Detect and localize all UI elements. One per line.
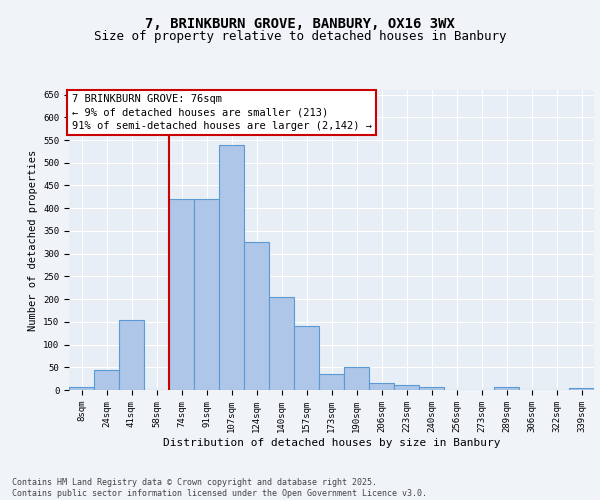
Bar	[569, 388, 594, 390]
Bar	[69, 387, 94, 390]
Bar	[319, 374, 344, 390]
Bar	[219, 144, 244, 390]
Bar	[419, 387, 444, 390]
Bar	[194, 199, 219, 390]
Bar	[294, 326, 319, 390]
Bar	[344, 368, 369, 390]
Text: 7 BRINKBURN GROVE: 76sqm
← 9% of detached houses are smaller (213)
91% of semi-d: 7 BRINKBURN GROVE: 76sqm ← 9% of detache…	[71, 94, 371, 131]
Text: 7, BRINKBURN GROVE, BANBURY, OX16 3WX: 7, BRINKBURN GROVE, BANBURY, OX16 3WX	[145, 18, 455, 32]
Text: Size of property relative to detached houses in Banbury: Size of property relative to detached ho…	[94, 30, 506, 43]
Bar	[94, 370, 119, 390]
Bar	[119, 320, 144, 390]
Y-axis label: Number of detached properties: Number of detached properties	[28, 150, 38, 330]
Text: Contains HM Land Registry data © Crown copyright and database right 2025.
Contai: Contains HM Land Registry data © Crown c…	[12, 478, 427, 498]
Bar	[394, 384, 419, 390]
Bar	[169, 199, 194, 390]
Bar	[269, 297, 294, 390]
X-axis label: Distribution of detached houses by size in Banbury: Distribution of detached houses by size …	[163, 438, 500, 448]
Bar	[369, 383, 394, 390]
Bar	[244, 242, 269, 390]
Bar	[494, 387, 519, 390]
